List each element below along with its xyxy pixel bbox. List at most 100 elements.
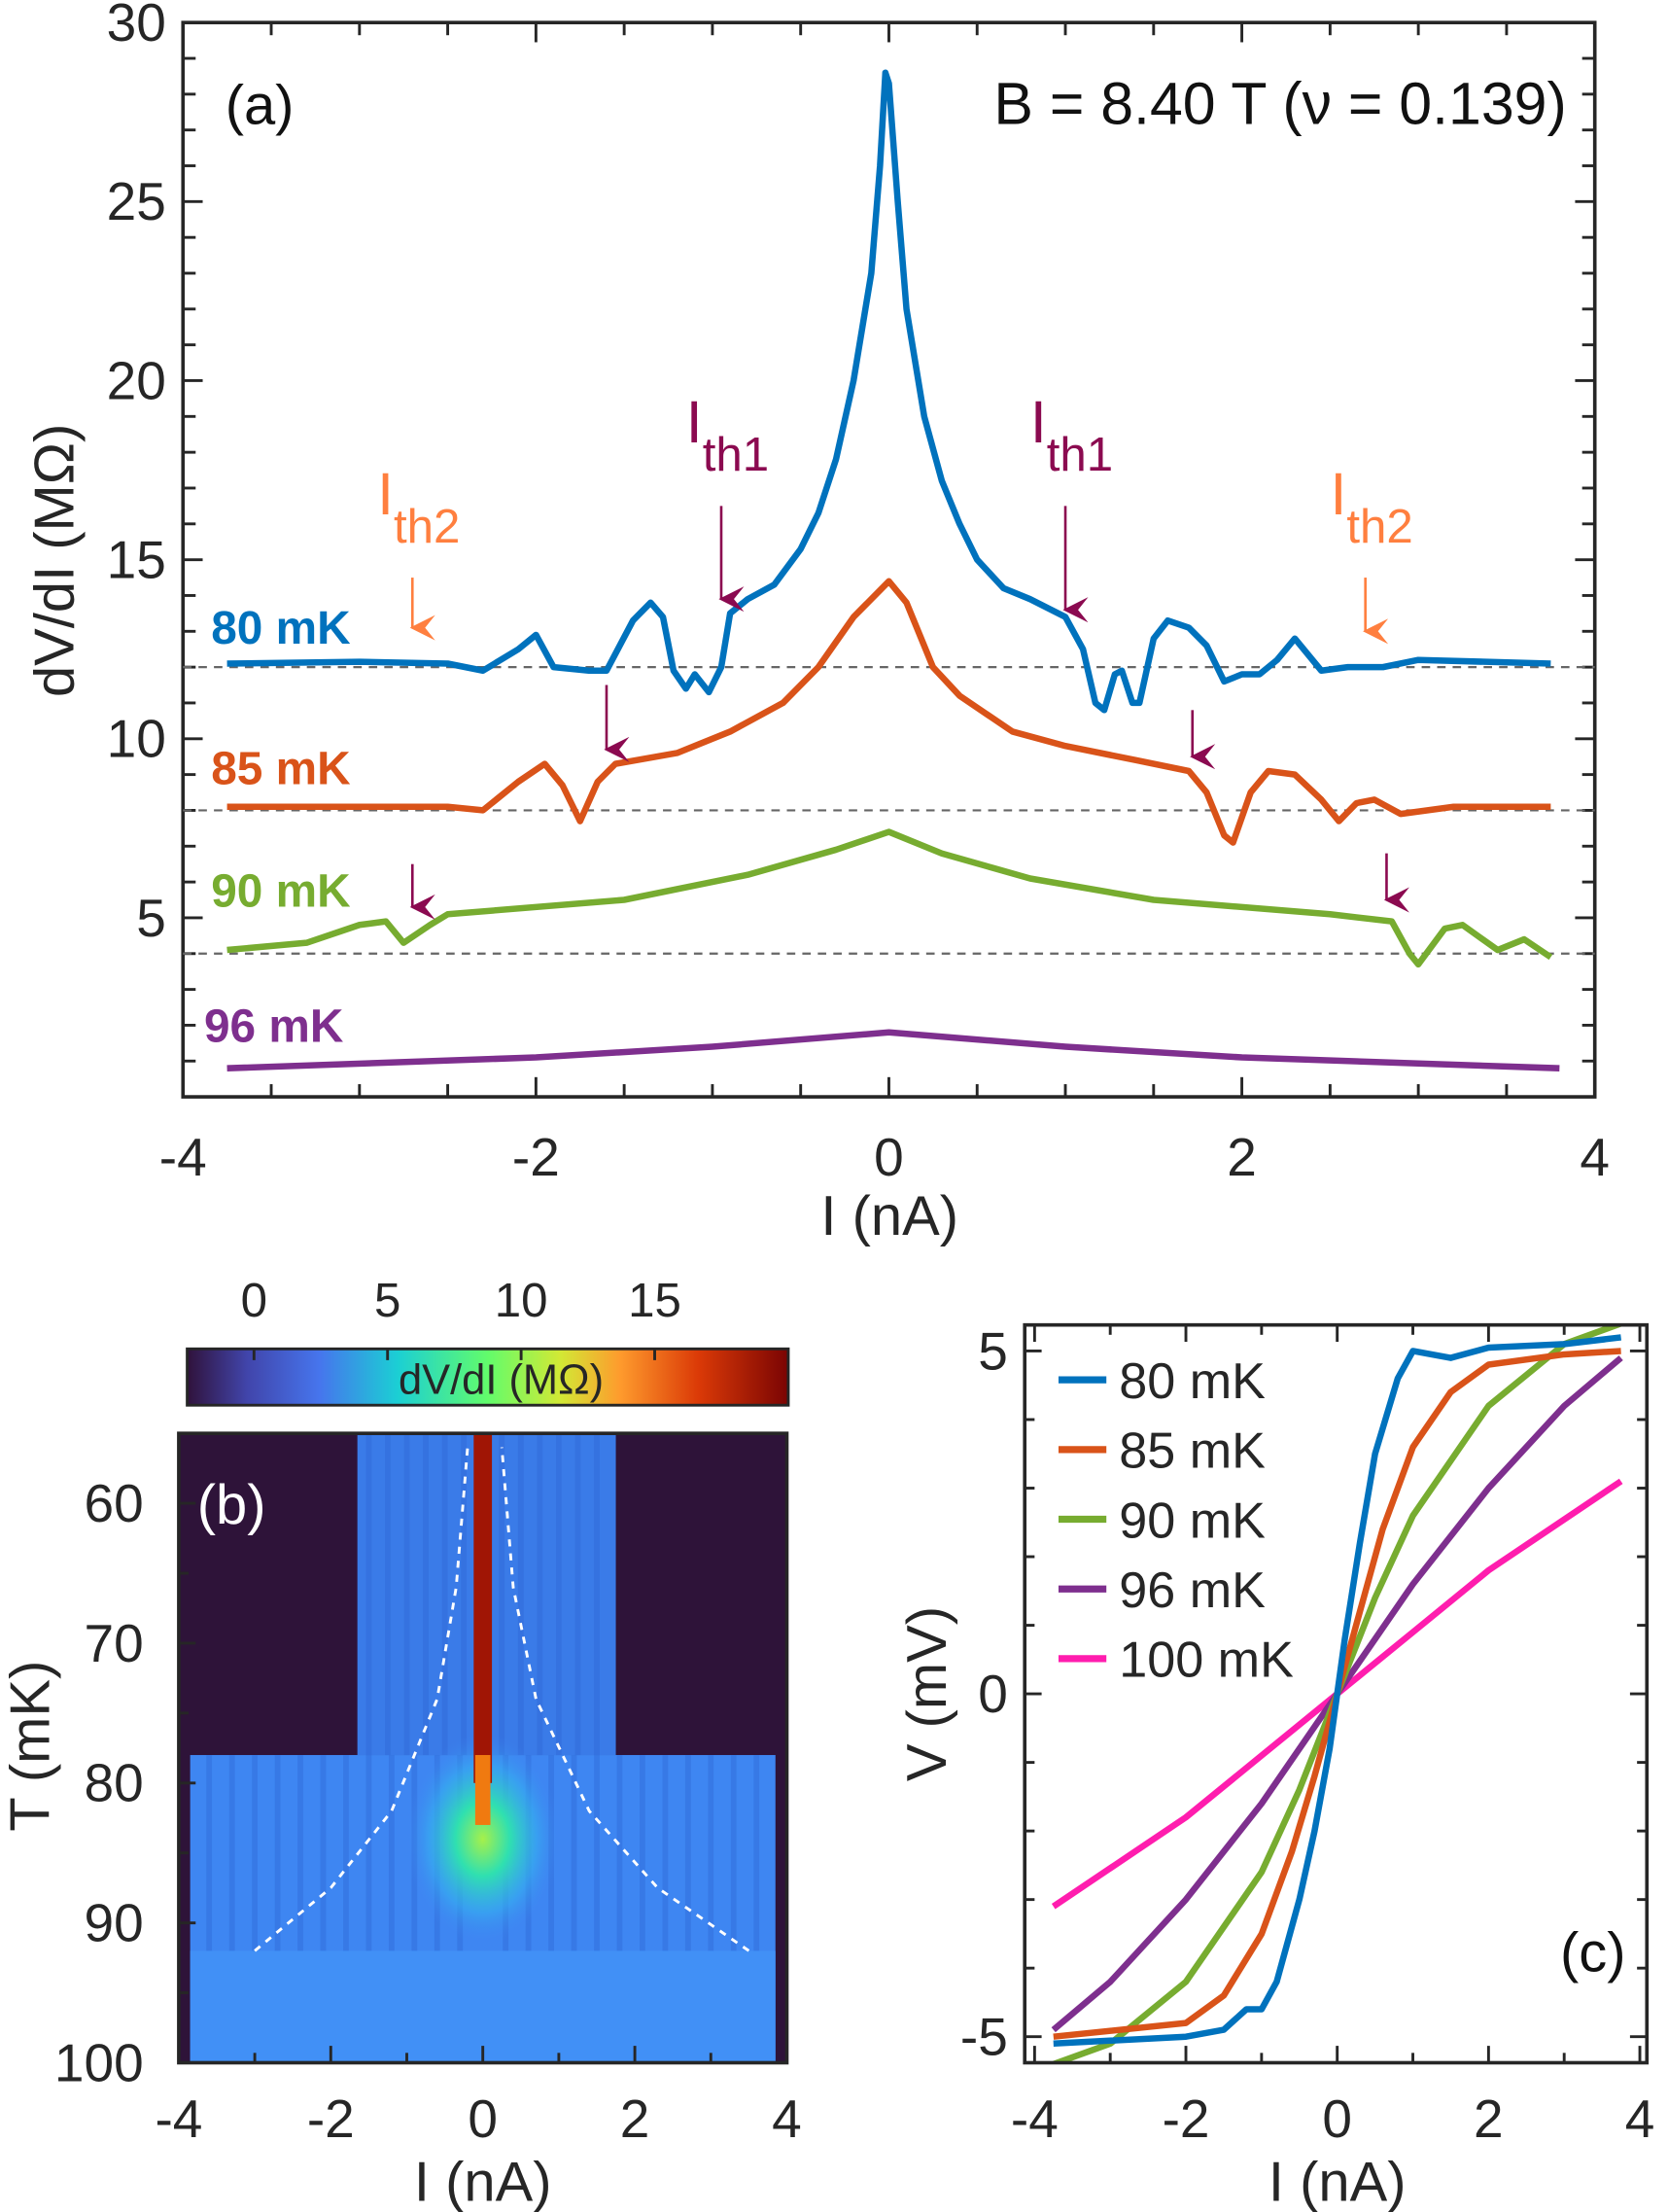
y-tick-label: 30 — [107, 0, 166, 53]
heatmap-stripe — [594, 1755, 600, 1951]
series-line-85-mK — [1053, 1348, 1621, 2040]
y-tick-label: 5 — [136, 888, 166, 948]
colorbar-tick-label: 0 — [241, 1274, 267, 1327]
heatmap-stripe — [388, 1755, 395, 1951]
y-tick-label: 10 — [107, 709, 166, 769]
heatmap-stripe — [753, 1755, 760, 1951]
heatmap-stripe — [423, 1433, 429, 1756]
y-axis-label: T (mK) — [0, 1661, 62, 1832]
heatmap-stripe — [274, 1755, 281, 1951]
threshold-label: Ith1 — [686, 389, 769, 481]
heatmap-stripe — [228, 1755, 235, 1951]
series-line-96-mK — [226, 1029, 1560, 1071]
legend-label: 85 mK — [1119, 1423, 1266, 1480]
series-line-80-mK — [1053, 1334, 1622, 2048]
heatmap-stripe — [206, 1755, 213, 1951]
x-tick-label: -4 — [155, 2089, 202, 2149]
x-tick-label: 2 — [620, 2089, 650, 2149]
colorbar — [186, 1347, 790, 1407]
series-group — [1051, 1324, 1623, 2063]
x-tick-label: 4 — [772, 2089, 802, 2149]
legend-label: 96 mK — [1119, 1562, 1266, 1619]
heatmap-cell-region — [190, 1950, 776, 2063]
heatmap-stripe — [499, 1433, 505, 1756]
heatmap-stripe — [297, 1755, 303, 1951]
x-tick-label: -2 — [307, 2089, 355, 2149]
y-tick-label: 20 — [107, 350, 166, 410]
series-line-90-mK — [226, 828, 1553, 968]
y-tick-label: 15 — [107, 529, 166, 589]
colorbar-tick-label: 5 — [374, 1274, 400, 1327]
heatmap-stripe — [662, 1755, 669, 1951]
y-axis-label: dV/dI (MΩ) — [23, 424, 86, 697]
series-line-85-mK — [226, 578, 1551, 846]
y-tick-label: 90 — [85, 1892, 144, 1952]
legend-label: 100 mK — [1119, 1633, 1294, 1689]
panel-c: 80 mK 85 mK 90 mK 96 mK 100 mK -4 -2 0 2 4 -5 0 5 I (… — [896, 1320, 1654, 2212]
x-tick-label: 2 — [1227, 1127, 1257, 1187]
heatmap-peak-glow — [405, 1733, 561, 1945]
series-label: 80 mK — [211, 603, 351, 654]
axes-frame — [177, 1431, 789, 2065]
heatmap-stripe — [571, 1755, 577, 1951]
panel-a: -4 -2 0 2 4 5 10 15 20 25 30 I (nA) dV/dI (MΩ) (a) B =… — [23, 0, 1610, 1247]
threshold-label: Ith1 — [1030, 389, 1113, 481]
x-tick-label: 0 — [1322, 2089, 1352, 2149]
heatmap-peak-ridge — [474, 1755, 491, 1825]
series-label: 96 mK — [204, 1001, 344, 1053]
x-tick-label: -2 — [1163, 2089, 1210, 2149]
x-tick-label: 0 — [468, 2089, 498, 2149]
x-axis-label: I (nA) — [414, 2151, 552, 2212]
heatmap-stripe — [403, 1433, 410, 1756]
y-tick-label: 60 — [85, 1473, 144, 1533]
heatmap-stripe — [385, 1433, 391, 1756]
heatmap-stripe — [252, 1755, 259, 1951]
y-tick-label: 25 — [107, 171, 166, 231]
x-axis-label: I (nA) — [820, 1185, 958, 1247]
threshold-label: Ith2 — [1330, 461, 1412, 553]
panel-label: (b) — [197, 1474, 266, 1536]
heatmap-stripe — [365, 1433, 372, 1756]
colorbar-tick-label: 10 — [495, 1274, 548, 1327]
heatmap-stripe — [320, 1755, 327, 1951]
x-axis-label: I (nA) — [1268, 2151, 1407, 2212]
y-tick-label: -5 — [960, 2007, 1008, 2067]
heatmap-stripe — [708, 1755, 714, 1951]
heatmap-stripe — [684, 1755, 691, 1951]
legend-label: 80 mK — [1119, 1353, 1266, 1410]
threshold-fit-curve — [254, 1447, 469, 1952]
x-tick-label: 4 — [1580, 1127, 1610, 1187]
y-tick-label: 100 — [54, 2032, 144, 2092]
heatmap-stripe — [343, 1755, 349, 1951]
x-tick-label: 4 — [1625, 2089, 1655, 2149]
panel-label: (a) — [226, 74, 295, 136]
heatmap-stripe — [574, 1433, 581, 1756]
threshold-label: Ith2 — [377, 461, 460, 553]
colorbar-tick-label: 15 — [628, 1274, 681, 1327]
x-tick-label: -4 — [1011, 2089, 1059, 2149]
legend-label: 90 mK — [1119, 1492, 1266, 1549]
series-line-80-mK — [226, 69, 1551, 714]
y-tick-label: 70 — [85, 1613, 144, 1673]
axes-frame — [181, 20, 1597, 1099]
axes-frame — [1023, 1322, 1650, 2065]
y-axis-label: V (mV) — [896, 1606, 958, 1781]
heatmap-stripe — [461, 1433, 468, 1756]
x-tick-label: -4 — [159, 1127, 207, 1187]
heatmap-peak-ridge — [473, 1433, 493, 1783]
heatmap-stripe — [365, 1755, 372, 1951]
heatmap-stripe — [594, 1433, 600, 1756]
heatmap-stripe — [441, 1433, 448, 1756]
heatmap-stripe — [556, 1433, 562, 1756]
panel-b: 0 5 10 15 dV/dI (MΩ) -4 -2 0 2 4 60 70 80 90 100 I (nA)… — [0, 1274, 802, 2212]
panel-label: (c) — [1560, 1921, 1626, 1984]
heatmap-stripe — [640, 1755, 645, 1951]
colorbar-label: dV/dI (MΩ) — [399, 1357, 604, 1404]
y-tick-label: 5 — [978, 1320, 1008, 1381]
heatmap-stripe — [517, 1433, 524, 1756]
field-annotation: B = 8.40 T (ν = 0.139) — [993, 70, 1566, 136]
series-label: 85 mK — [211, 744, 351, 795]
series-label: 90 mK — [211, 866, 351, 918]
heatmap-stripe — [730, 1755, 737, 1951]
